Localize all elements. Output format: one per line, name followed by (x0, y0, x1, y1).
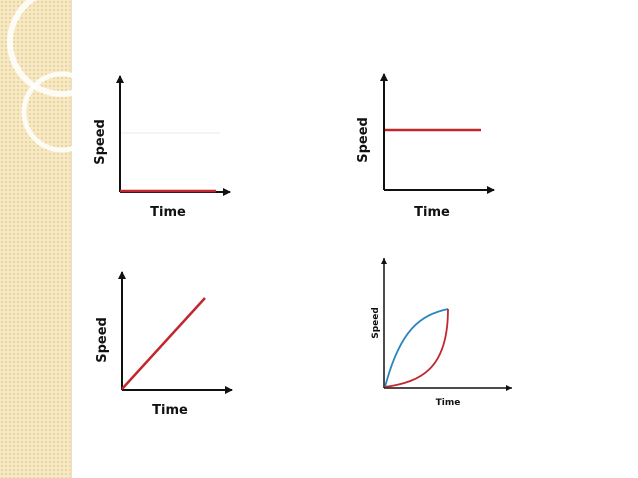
red-speed-curve (384, 308, 449, 388)
blue-speed-curve (384, 308, 449, 388)
x-axis-label: Time (150, 205, 186, 220)
x-axis-label: Time (414, 205, 450, 220)
y-axis-label: Speed (356, 117, 371, 163)
graph-curved-increase: Speed Time (371, 258, 512, 408)
decorative-circles (7, 0, 117, 153)
x-axis-label: Time (436, 398, 461, 408)
red-speed-line (121, 297, 206, 390)
decorative-side-panel (0, 0, 70, 478)
graph-constant-speed: Speed Time (356, 73, 495, 220)
graph-at-rest: Speed Time (93, 75, 231, 220)
y-axis-label: Speed (95, 317, 110, 363)
graph-linear-increase: Speed Time (95, 271, 233, 418)
y-axis-label: Speed (371, 307, 381, 339)
x-axis-label: Time (152, 403, 188, 418)
side-panel-edge (70, 0, 72, 478)
y-axis-label: Speed (93, 119, 108, 165)
